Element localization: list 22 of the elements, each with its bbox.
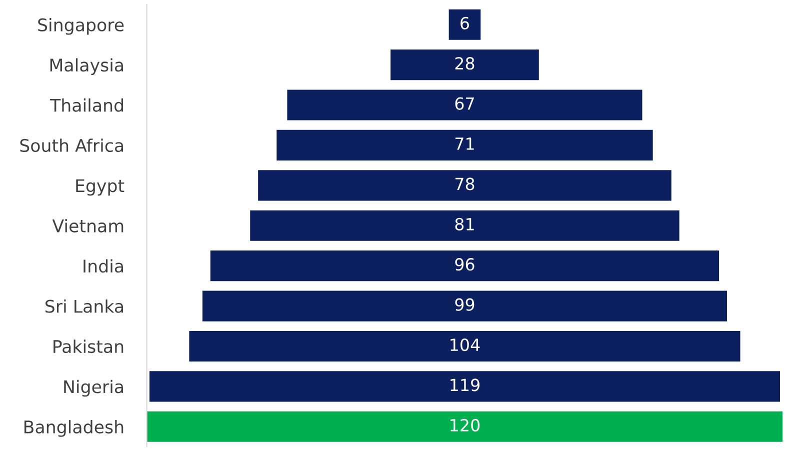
category-label: Thailand <box>50 98 123 112</box>
category-label: India <box>84 259 123 273</box>
category-label: Pakistan <box>54 340 124 354</box>
data-label: 28 <box>455 57 474 70</box>
data-label: 78 <box>455 178 474 190</box>
data-label: 104 <box>450 338 480 352</box>
category-label: Malaysia <box>50 58 123 76</box>
category-label: Nigeria <box>64 380 123 397</box>
data-label: 96 <box>455 258 474 271</box>
category-label: Egypt <box>76 179 124 196</box>
data-label: 6 <box>460 16 469 30</box>
data-label: 99 <box>455 298 474 311</box>
category-label: South Africa <box>20 138 123 152</box>
data-label: 119 <box>450 378 480 392</box>
category-label: Bangladesh <box>24 420 124 437</box>
data-label: 67 <box>455 97 474 110</box>
category-label: Singapore <box>38 18 124 35</box>
data-label: 120 <box>450 418 480 432</box>
data-label: 81 <box>455 218 474 230</box>
category-label: Sri Lanka <box>46 299 123 313</box>
data-label: 71 <box>455 138 474 150</box>
category-label: Vietnam <box>52 219 124 232</box>
